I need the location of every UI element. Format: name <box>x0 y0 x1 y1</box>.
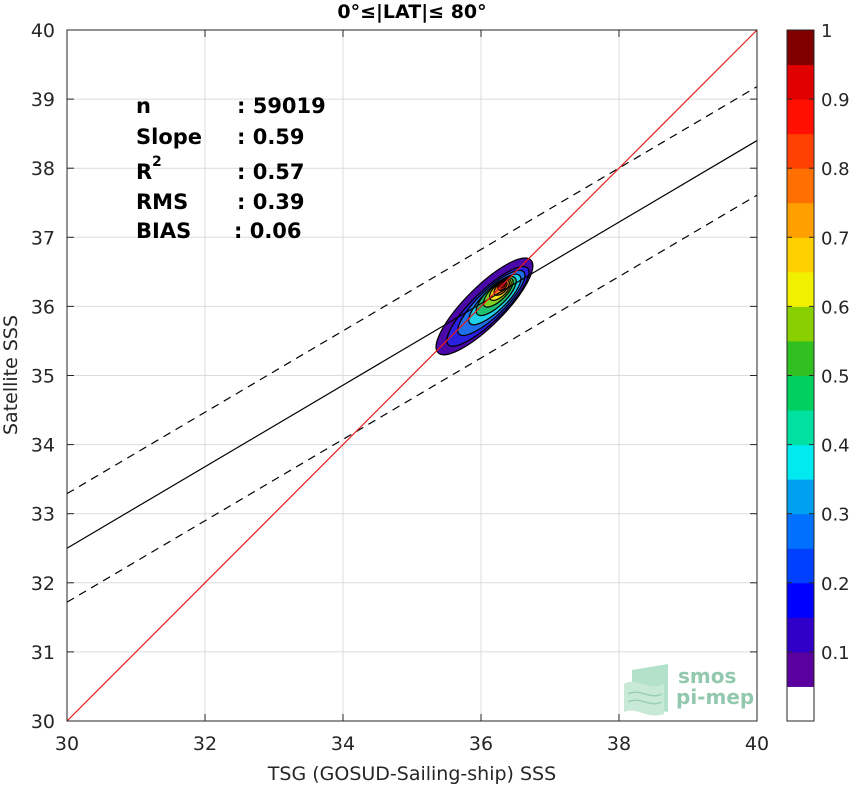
colorbar-segment <box>787 168 814 204</box>
y-tick-label: 32 <box>31 573 55 595</box>
colorbar-tick-label: 0.9 <box>821 90 850 111</box>
stat-n-label: n <box>136 94 151 118</box>
colorbar-segment <box>787 133 814 169</box>
y-tick-label: 35 <box>31 366 55 388</box>
colorbar-tick-label: 0.4 <box>821 436 850 457</box>
colorbar-tick-label: 0.5 <box>821 367 850 388</box>
colorbar-tick-label: 0.7 <box>821 228 850 249</box>
x-tick-label: 40 <box>745 733 769 755</box>
y-tick-label: 36 <box>31 296 55 318</box>
y-tick-label: 40 <box>31 20 55 42</box>
y-axis-ticks: 30 31 32 33 34 35 36 37 38 39 40 <box>31 20 757 733</box>
fit-lines <box>66 29 758 722</box>
smos-pimep-logo: smos pi-mep <box>624 664 754 716</box>
y-tick-label: 39 <box>31 89 55 111</box>
colorbar-segment <box>787 271 814 307</box>
chart-title: 0°≤|LAT|≤ 80° <box>337 1 486 23</box>
logo-waves-icon <box>624 664 668 716</box>
colorbar-tick-label: 1 <box>821 21 832 42</box>
y-tick-label: 31 <box>31 642 55 664</box>
y-tick-label: 37 <box>31 227 55 249</box>
colorbar-segment <box>787 651 814 687</box>
colorbar-segment <box>787 617 814 653</box>
stat-rms-label: RMS <box>136 190 188 214</box>
x-tick-label: 38 <box>607 733 631 755</box>
colorbar-segment <box>787 202 814 238</box>
logo-line2: pi-mep <box>676 685 754 709</box>
colorbar <box>786 29 815 722</box>
lower-bound-line <box>66 194 758 603</box>
x-tick-label: 34 <box>331 733 355 755</box>
stat-r2-value: : 0.57 <box>237 160 305 184</box>
colorbar-tick-label: 0.1 <box>821 643 850 664</box>
colorbar-tick-label: 0.3 <box>821 505 850 526</box>
x-tick-label: 32 <box>193 733 217 755</box>
stat-rms-value: : 0.39 <box>237 190 305 214</box>
y-axis-label: Satellite SSS <box>0 315 22 435</box>
y-tick-label: 38 <box>31 158 55 180</box>
x-axis-ticks: 30 32 34 36 38 40 <box>55 30 769 755</box>
colorbar-segment <box>787 64 814 100</box>
stat-bias-value: : 0.06 <box>234 219 302 243</box>
x-tick-label: 36 <box>469 733 493 755</box>
stat-r2-label: R <box>136 160 152 184</box>
y-tick-label: 33 <box>31 504 55 526</box>
colorbar-segment <box>787 30 814 66</box>
colorbar-segment <box>787 686 814 722</box>
x-axis-label: TSG (GOSUD-Sailing-ship) SSS <box>267 763 556 785</box>
colorbar-segment <box>787 306 814 342</box>
stats-box: n : 59019 Slope : 0.59 R 2 : 0.57 RMS : … <box>136 94 326 243</box>
colorbar-tick-label: 0.2 <box>821 574 850 595</box>
colorbar-segment <box>787 410 814 446</box>
colorbar-segment <box>787 548 814 584</box>
stat-r2-superscript: 2 <box>152 154 162 170</box>
stat-slope-label: Slope <box>136 125 202 149</box>
colorbar-ticks: 0.1 0.2 0.3 0.4 0.5 0.6 0.7 0.8 0.9 1 <box>787 21 850 664</box>
colorbar-segment <box>787 99 814 135</box>
colorbar-tick-label: 0.6 <box>821 297 850 318</box>
y-tick-label: 34 <box>31 435 55 457</box>
stat-n-value: : 59019 <box>237 94 326 118</box>
colorbar-segment <box>787 237 814 273</box>
logo-line1: smos <box>678 664 736 688</box>
x-tick-label: 30 <box>55 733 79 755</box>
regression-line <box>66 140 758 549</box>
upper-bound-line <box>66 86 758 495</box>
grid-lines <box>66 29 758 722</box>
y-tick-label: 30 <box>31 711 55 733</box>
colorbar-tick-label: 0.8 <box>821 159 850 180</box>
identity-line <box>66 29 758 722</box>
colorbar-segment <box>787 340 814 376</box>
colorbar-segment <box>787 444 814 480</box>
stat-bias-label: BIAS <box>136 219 191 243</box>
colorbar-segment <box>787 375 814 411</box>
colorbar-segment <box>787 513 814 549</box>
stat-slope-value: : 0.59 <box>237 125 305 149</box>
colorbar-segment <box>787 479 814 515</box>
colorbar-segment <box>787 582 814 618</box>
